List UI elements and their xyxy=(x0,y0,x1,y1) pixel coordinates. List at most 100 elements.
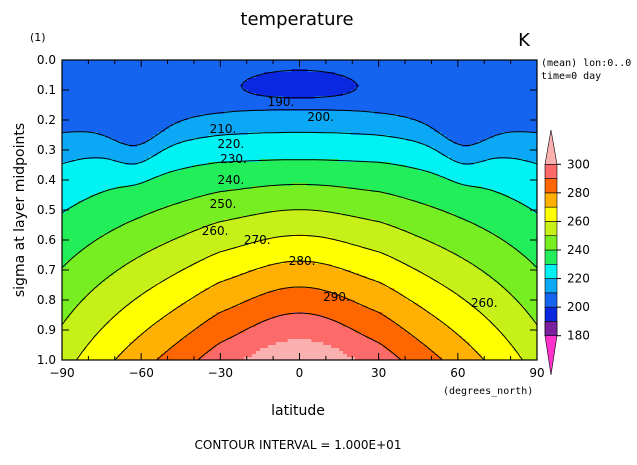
field-cell xyxy=(434,96,439,100)
field-cell xyxy=(200,96,206,100)
field-cell xyxy=(390,159,396,163)
field-cell xyxy=(501,108,506,112)
field-cell xyxy=(394,84,400,88)
field-cell xyxy=(485,159,491,163)
field-cell xyxy=(160,126,166,130)
field-cell xyxy=(386,111,392,115)
field-cell xyxy=(208,90,214,94)
field-cell xyxy=(307,111,312,115)
field-cell xyxy=(438,72,443,76)
field-cell xyxy=(410,180,415,184)
field-cell xyxy=(97,63,103,67)
field-cell xyxy=(442,78,447,82)
field-cell xyxy=(481,141,487,145)
field-cell xyxy=(184,102,190,106)
field-cell xyxy=(513,171,518,175)
field-cell xyxy=(255,117,261,121)
field-cell xyxy=(81,180,87,184)
field-cell xyxy=(196,105,202,109)
field-cell xyxy=(129,141,134,145)
field-cell xyxy=(168,147,174,151)
field-cell xyxy=(252,129,257,133)
field-cell xyxy=(176,84,182,88)
field-cell xyxy=(422,123,427,127)
field-cell xyxy=(145,159,150,163)
field-cell xyxy=(133,78,138,82)
field-cell xyxy=(263,162,269,166)
field-cell xyxy=(465,72,471,76)
field-cell xyxy=(374,60,380,64)
field-cell xyxy=(220,183,225,187)
field-cell xyxy=(109,81,115,85)
field-cell xyxy=(184,129,190,133)
field-cell xyxy=(228,99,233,103)
field-cell xyxy=(168,72,174,76)
field-cell xyxy=(501,180,506,184)
field-cell xyxy=(137,138,142,142)
field-cell xyxy=(465,141,471,145)
field-cell xyxy=(168,141,174,145)
field-cell xyxy=(85,144,91,148)
field-cell xyxy=(505,150,510,154)
field-cell xyxy=(228,81,233,85)
field-cell xyxy=(509,72,514,76)
field-cell xyxy=(295,141,301,145)
field-cell xyxy=(449,102,455,106)
field-cell xyxy=(354,120,360,124)
field-cell xyxy=(259,156,265,160)
field-cell xyxy=(160,117,166,121)
field-cell xyxy=(386,171,392,175)
field-cell xyxy=(236,93,241,97)
field-cell xyxy=(390,156,396,160)
field-cell xyxy=(382,96,388,100)
field-cell xyxy=(473,153,479,157)
field-cell xyxy=(505,177,510,181)
field-cell xyxy=(430,93,435,97)
field-cell xyxy=(406,69,411,73)
field-cell xyxy=(62,171,67,175)
field-cell xyxy=(153,147,158,151)
field-cell xyxy=(204,84,210,88)
field-cell xyxy=(382,81,388,85)
field-cell xyxy=(228,78,233,82)
field-cell xyxy=(461,153,467,157)
field-cell xyxy=(259,132,265,136)
field-cell xyxy=(172,96,178,100)
field-cell xyxy=(339,99,344,103)
field-cell xyxy=(370,90,376,94)
field-cell xyxy=(517,123,522,127)
field-cell xyxy=(93,96,99,100)
field-cell xyxy=(358,111,364,115)
field-cell xyxy=(358,168,364,172)
field-cell xyxy=(331,66,336,70)
field-cell xyxy=(445,150,451,154)
field-cell xyxy=(133,60,138,64)
field-cell xyxy=(398,138,404,142)
field-cell xyxy=(525,123,530,127)
field-cell xyxy=(271,159,277,163)
field-cell xyxy=(196,72,202,76)
field-cell xyxy=(101,177,107,181)
field-cell xyxy=(347,96,352,100)
field-cell xyxy=(204,63,210,67)
field-cell xyxy=(160,75,166,79)
field-cell xyxy=(109,156,115,160)
field-cell xyxy=(184,165,190,169)
field-cell xyxy=(374,114,380,118)
field-cell xyxy=(394,111,400,115)
field-cell xyxy=(438,63,443,67)
field-cell xyxy=(347,75,352,79)
field-cell xyxy=(358,171,364,175)
field-cell xyxy=(350,177,356,181)
field-cell xyxy=(216,90,221,94)
field-cell xyxy=(449,81,455,85)
field-cell xyxy=(97,75,103,79)
field-cell xyxy=(354,90,360,94)
field-cell xyxy=(343,135,348,139)
field-cell xyxy=(533,72,537,76)
field-cell xyxy=(168,111,174,115)
field-cell xyxy=(414,144,419,148)
field-cell xyxy=(62,138,67,142)
field-cell xyxy=(497,126,502,130)
field-cell xyxy=(85,165,91,169)
